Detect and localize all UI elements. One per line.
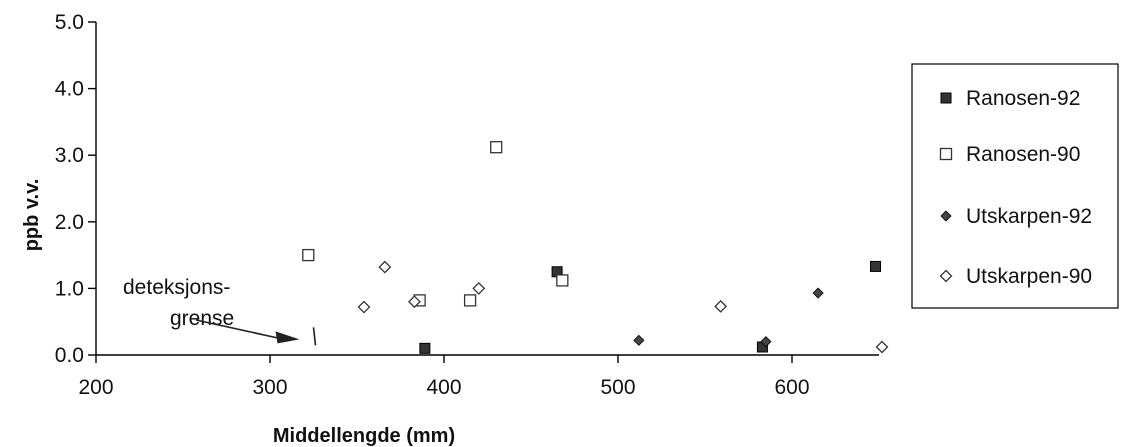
legend-label-utskarpen-90: Utskarpen-90	[966, 265, 1092, 288]
y-tick-label: 0.0	[55, 344, 84, 367]
series-ranosen-90	[302, 141, 569, 307]
x-tick-label: 200	[78, 376, 113, 399]
data-point	[633, 334, 645, 346]
annotation-line-1: deteksjons-	[123, 276, 230, 299]
data-point	[419, 342, 431, 354]
x-tick-label: 400	[426, 376, 461, 399]
legend-box	[911, 63, 1119, 309]
detection-limit-mark	[312, 327, 317, 346]
y-tick-label: 1.0	[55, 277, 84, 300]
data-point	[463, 294, 477, 307]
data-points	[302, 141, 889, 354]
x-axis-ticks: 200 300 400 500 600	[78, 355, 810, 399]
data-point	[472, 281, 486, 295]
data-point	[870, 260, 882, 272]
annotation-arrowhead	[275, 331, 300, 344]
data-point	[490, 141, 503, 154]
series-ranosen-92	[419, 260, 882, 354]
data-point	[302, 248, 315, 262]
y-tick-label: 3.0	[55, 144, 84, 167]
axes	[95, 22, 879, 356]
y-tick-label: 2.0	[55, 211, 84, 234]
legend-marker-utskarpen-90	[939, 269, 953, 283]
series-utskarpen-90	[357, 260, 889, 354]
data-point	[357, 300, 371, 314]
y-tick-label: 4.0	[55, 78, 84, 101]
legend: Ranosen-92 Ranosen-90 Utskarpen-92 Utskarpe…	[911, 63, 1119, 309]
legend-marker-ranosen-92	[940, 92, 952, 104]
legend-label-ranosen-92: Ranosen-92	[966, 87, 1080, 110]
y-axis-title: ppb v.v.	[21, 179, 43, 252]
legend-label-utskarpen-92: Utskarpen-92	[966, 205, 1092, 228]
data-point	[760, 336, 772, 348]
annotation-arrow-line	[195, 319, 280, 340]
x-tick-label: 300	[252, 376, 287, 399]
x-tick-label: 500	[600, 376, 635, 399]
data-point	[812, 287, 824, 299]
data-point	[875, 340, 889, 354]
legend-marker-ranosen-90	[939, 147, 953, 161]
series-utskarpen-92	[633, 287, 824, 348]
legend-label-ranosen-90: Ranosen-90	[966, 143, 1080, 166]
detection-limit-annotation: deteksjons- grense	[123, 276, 317, 346]
data-point	[378, 260, 392, 274]
x-axis-title: Middellengde (mm)	[273, 425, 455, 447]
y-tick-label: 5.0	[55, 11, 84, 34]
legend-marker-utskarpen-92	[940, 210, 952, 222]
x-tick-label: 600	[774, 376, 809, 399]
y-axis-ticks: 0.0 1.0 2.0 3.0 4.0 5.0	[55, 11, 96, 367]
data-point	[556, 274, 569, 287]
data-point	[714, 299, 728, 313]
data-point	[408, 295, 421, 309]
